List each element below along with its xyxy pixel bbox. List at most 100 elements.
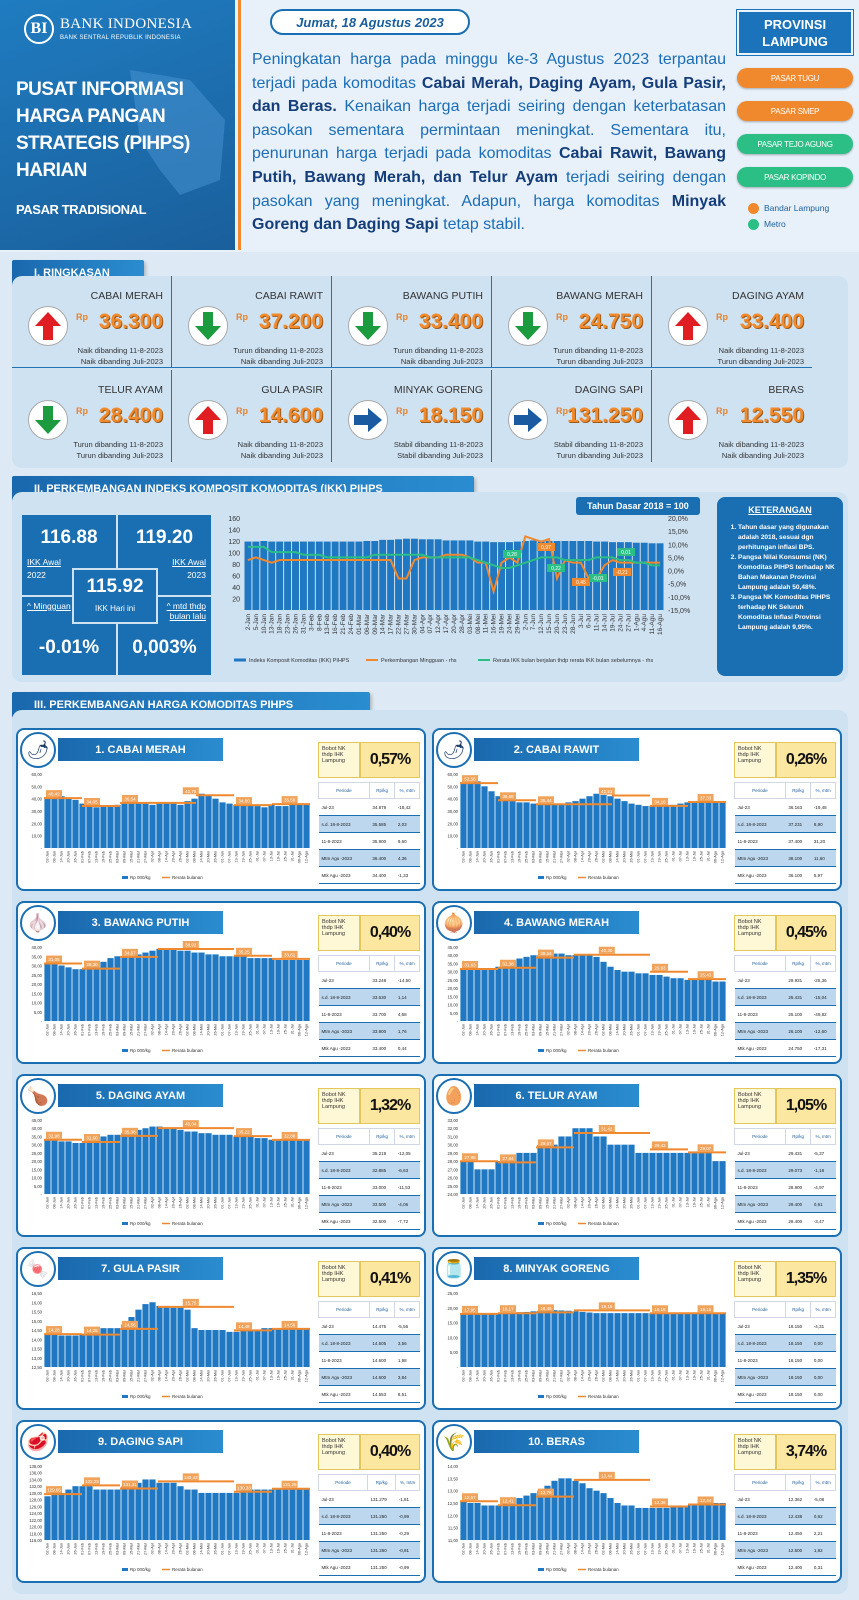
x-tick-label: 25-Feb [109,1543,113,1555]
price-bar [530,803,537,848]
x-tick-label: 19-Jul [277,1543,281,1553]
compare-monthly: Naik dibanding Juli-2023 [240,357,323,366]
summary-segment: Peningkatan harga pada minggu ke-3 Agust… [252,51,726,92]
price-down-arrow-icon [508,306,548,346]
x-tick-label: 13-Feb [95,1370,99,1382]
price-bar [698,1505,705,1540]
table-cell: 29.431 [785,1144,811,1162]
x-tick-label: 24-Mei [506,614,513,634]
ikk-bar [545,541,553,610]
price-bar [282,806,289,848]
x-tick-label: 13-Feb [95,1543,99,1555]
data-label: 42,75 [185,789,197,794]
x-tick-label: 25-Feb [109,1197,113,1209]
summary-card: BAWANG MERAH Rp 24.750 Turun dibanding 11-8… [492,276,652,368]
price-bar [530,1311,537,1367]
table-row: s.d. 18-8-2023 12.438 0,62 [734,1507,836,1525]
price-bar [149,1479,156,1540]
table-row: Mtk Agu -2023 131.250 -0,99 [318,1558,420,1576]
ikk-bar [252,541,260,610]
y2-tick-label: 5,0% [668,555,684,562]
price-bar [628,1144,635,1194]
x-tick-label: 19-Feb [102,1543,106,1555]
x-tick-label: 26-Apr [179,1023,183,1035]
ikk-bar [490,542,498,610]
table-cell: s.d. 18-8-2023 [734,1161,786,1179]
market-button[interactable]: PASAR KOPINDO [737,167,853,187]
price-bar [705,1503,712,1540]
price-bar [100,806,107,848]
price-bar [219,1330,226,1367]
price-bar [607,796,614,848]
price-bar [86,806,93,848]
price-table: Periode Rp/kg%, mtm Jul-23 12.362 -5,08 s.d. … [734,1474,836,1576]
price-bar [670,1313,677,1367]
x-tick-label: 06-Agu [298,1370,302,1382]
price-bar [670,1505,677,1540]
price-bar [537,1144,544,1194]
y-tick-label: 60,00 [448,772,459,777]
bobot-label: Bobot NK thdp IHK Lampung [318,915,360,951]
compare-monthly: Turun dibanding Juli-2023 [556,357,643,366]
price-bar [275,959,282,1021]
x-tick-label: 21-Mar [137,1542,141,1555]
x-tick-label: 20-Apr [588,1369,592,1381]
x-tick-label: 20-Jan [67,1370,71,1382]
y-tick-label: - [457,1019,459,1024]
y-tick-label: 45,00 [32,1118,43,1123]
data-label-box [122,794,138,802]
market-button[interactable]: PASAR TUGU [737,68,853,88]
table-header-cell: %, mtm [394,782,420,799]
market-button[interactable]: PASAR TEJO AGUNG [737,134,853,154]
x-tick-label: 15-Mar [546,1369,550,1382]
x-tick-label: 20-Mei [623,1543,627,1555]
price-bar [593,956,600,1021]
market-button[interactable]: PASAR SMEP [737,101,853,121]
commodity-chart: 138,00136,00134,00132,00130,00128,00126,… [29,1464,310,1572]
summary-card: TELUR AYAM Rp 28.400 Turun dibanding 11-8-2… [12,370,172,462]
commodity-price: 12.550 [739,404,804,427]
x-tick-label: 19-Feb [518,1197,522,1209]
x-tick-label: 20-Jan [483,1543,487,1555]
x-tick-label: 26-Jan [74,1370,78,1382]
x-tick-label: 15-Mar [130,1542,134,1555]
currency-label: Rp [556,406,568,416]
table-header: Periode Rp/kg%, mtm [318,1128,420,1145]
y-tick-label: 5,00 [450,1011,459,1016]
price-bar [303,1328,310,1367]
x-tick-label: 28-Apr [459,613,466,633]
x-tick-label: 13-Feb [511,851,515,863]
x-tick-label: 14-Mei [616,851,620,863]
x-tick-label: 07-Jun [644,1370,648,1382]
price-bar [558,803,565,848]
x-tick-label: 19-Feb [518,851,522,863]
price-bar [565,1310,572,1367]
ikk-awal-2022-label: IKK Awal [27,557,61,567]
data-label: 18,17 [502,1307,514,1312]
price-bar [544,1310,551,1367]
price-bar [495,1505,502,1540]
x-tick-label: 27-Mar [144,1369,148,1382]
x-tick-label: 19-Jun [242,851,246,863]
data-label: 131,25 [283,1482,297,1487]
ikk-bar [307,541,315,610]
price-bar [268,1489,275,1540]
price-bar [488,1505,495,1540]
y-tick-label: 128,00 [29,1498,42,1503]
price-bar [282,959,289,1021]
table-cell: -0,29 [395,1524,420,1542]
data-label: 15,75 [185,1300,197,1305]
table-cell: 0,61 [810,1195,836,1213]
commodity-chart: 33,0032,0031,0030,0029,0028,0027,0026,00… [448,1118,726,1226]
x-tick-label: 20-Mei [623,1197,627,1209]
y-tick-label: 30,00 [32,1143,43,1148]
x-tick-label: 01-Jul [256,1370,260,1380]
x-tick-label: 26-Mei [630,1197,634,1209]
mingguan-label: ^ Mingguan [27,601,71,611]
table-header-cell: Rp/kg [784,1128,812,1145]
price-bar [516,802,523,848]
price-bar [460,1500,467,1540]
table-cell: 11-8-2023 [318,1351,370,1369]
commodity-icon: 🧄 [20,905,56,941]
y-tick-label: 28,00 [448,1159,459,1164]
